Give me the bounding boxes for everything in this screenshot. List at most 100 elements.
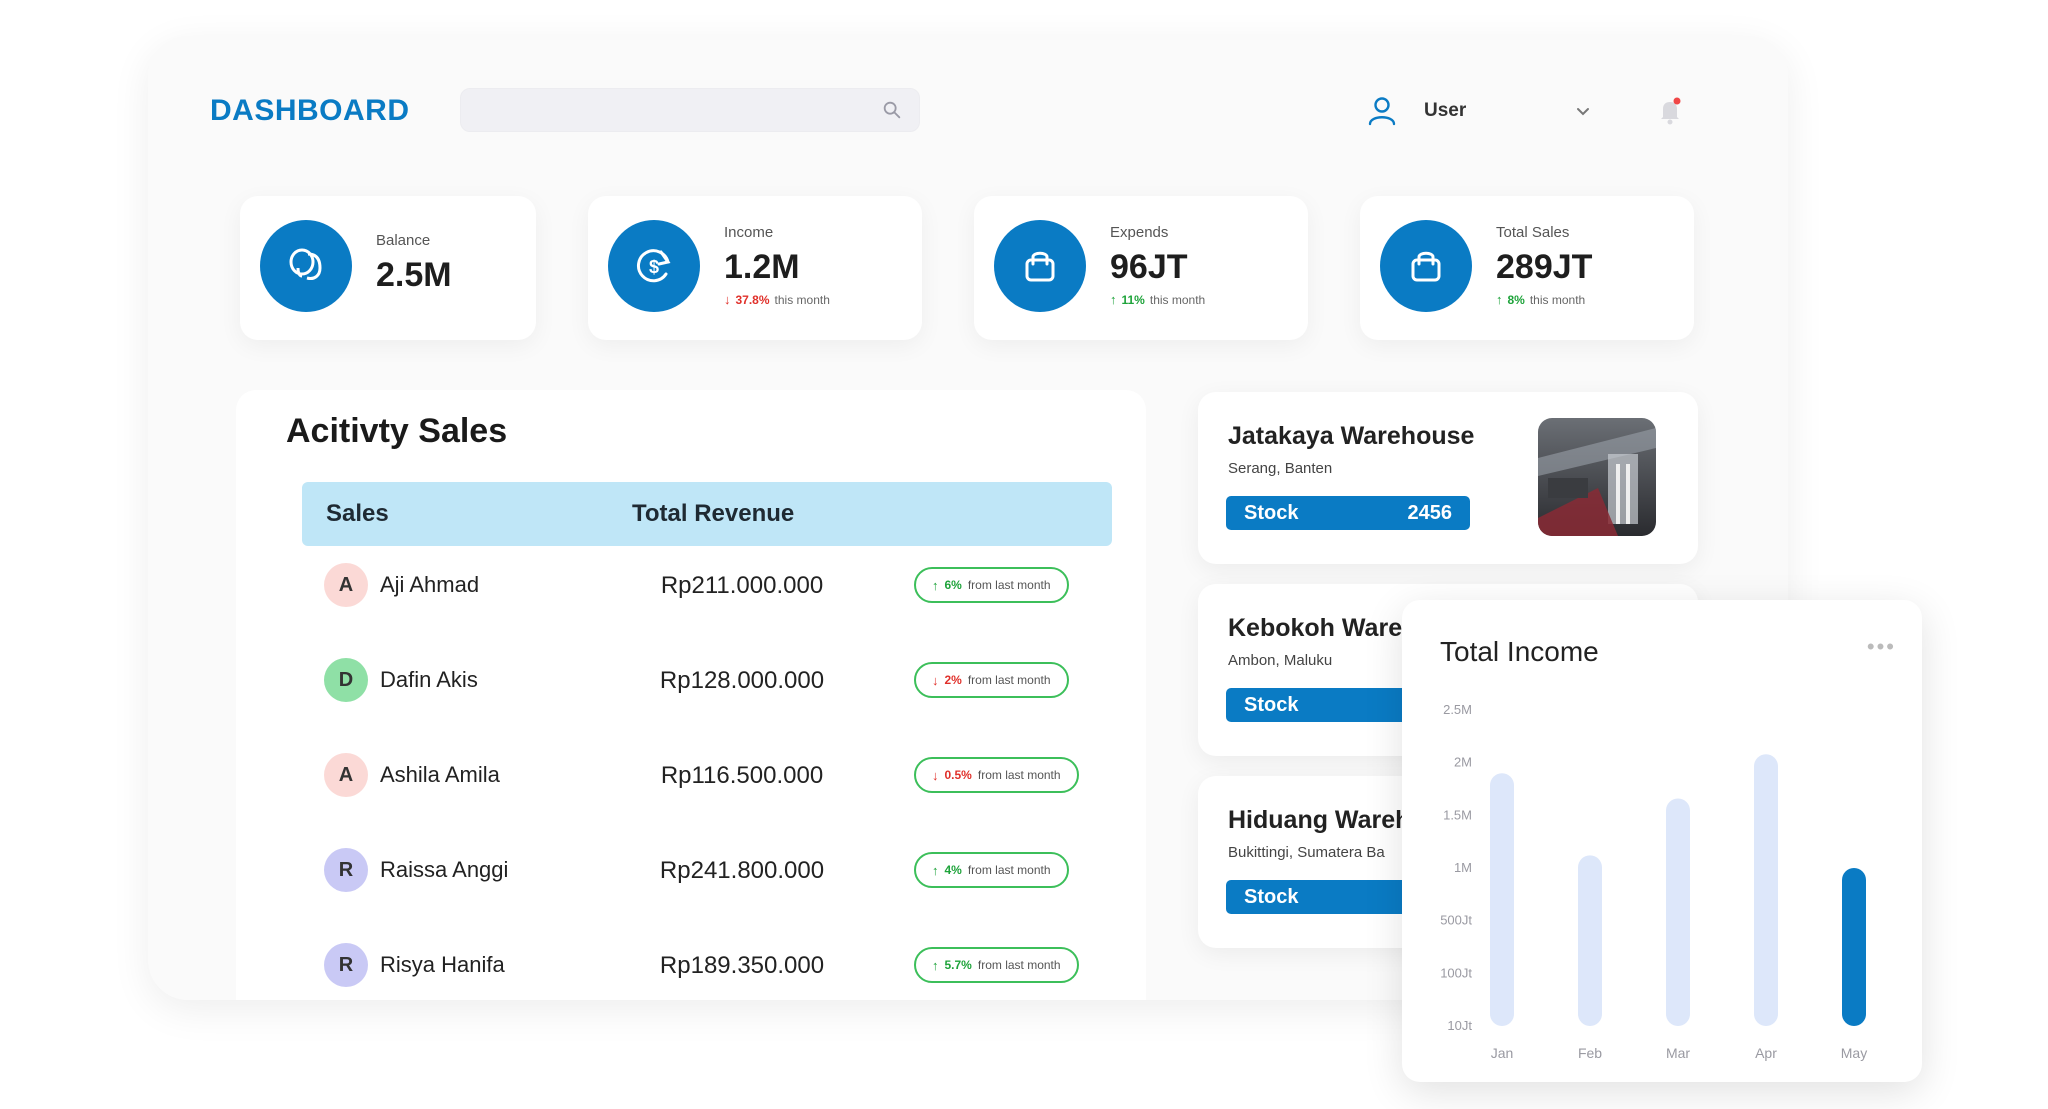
- table-row[interactable]: A Aji Ahmad Rp211.000.000 ↑ 6% from last m…: [302, 550, 1112, 620]
- search-input[interactable]: [461, 89, 861, 131]
- sales-name: Dafin Akis: [380, 667, 478, 692]
- bar-feb[interactable]: [1578, 855, 1602, 1026]
- change-badge: ↓ 2% from last month: [914, 662, 1069, 698]
- stat-icon-wrap: [994, 220, 1086, 312]
- search-icon[interactable]: [881, 99, 903, 121]
- revenue-value: Rp116.500.000: [660, 762, 824, 789]
- badge-pct: 6%: [944, 578, 962, 592]
- y-tick-label: 1.5M: [1443, 807, 1472, 822]
- stock-label: Stock: [1244, 693, 1299, 716]
- bar-jan[interactable]: [1490, 773, 1514, 1026]
- stat-change: ↑ 8% this month: [1496, 292, 1585, 307]
- stat-change-note: this month: [1149, 292, 1206, 307]
- bar-may[interactable]: [1842, 868, 1866, 1026]
- stat-value: 289JT: [1496, 248, 1593, 286]
- stat-change-pct: 37.8%: [735, 292, 770, 307]
- shopping-bag-icon: [1025, 251, 1055, 282]
- change-badge: ↓ 0.5% from last month: [914, 757, 1079, 793]
- badge-note: from last month: [967, 578, 1051, 592]
- y-tick-label: 2M: [1454, 755, 1472, 770]
- y-tick-label: 2.5M: [1443, 702, 1472, 717]
- badge-pct: 2%: [944, 673, 962, 687]
- activity-title: Acitivty Sales: [286, 412, 508, 450]
- warehouse-card[interactable]: Jatakaya Warehouse Serang, Banten Stock …: [1198, 392, 1698, 564]
- y-tick-label: 100Jt: [1440, 965, 1472, 980]
- stat-label: Income: [724, 224, 774, 241]
- stat-value: 2.5M: [376, 256, 452, 294]
- warehouse-name: Hiduang Wareh: [1228, 806, 1411, 834]
- change-badge: ↑ 5.7% from last month: [914, 947, 1079, 983]
- avatar: A: [324, 753, 368, 797]
- table-header: Sales Total Revenue: [302, 482, 1112, 546]
- dollar-refresh-icon: $: [636, 249, 671, 283]
- arrow-up-icon: ↑: [1110, 292, 1117, 307]
- warehouse-photo: [1538, 418, 1656, 536]
- sales-name: Raissa Anggi: [380, 857, 509, 882]
- shopping-bag-icon: [1411, 251, 1441, 282]
- arrow-up-icon: ↑: [1496, 292, 1503, 307]
- table-row[interactable]: R Risya Hanifa Rp189.350.000 ↑ 5.7% from l…: [302, 930, 1112, 1000]
- coins-icon: [289, 248, 322, 280]
- income-bar-chart: 2.5M 2M 1.5M 1M 500Jt 100Jt 10Jt Jan Feb Mar Apr Ma…: [1440, 702, 1867, 1061]
- table-row[interactable]: R Raissa Anggi Rp241.800.000 ↑ 4% from las…: [302, 835, 1112, 905]
- sales-name: Aji Ahmad: [380, 572, 480, 597]
- revenue-value: Rp211.000.000: [660, 572, 824, 599]
- stat-card-balance[interactable]: Balance 2.5M: [240, 196, 536, 340]
- more-options-icon[interactable]: •••: [1866, 634, 1896, 659]
- badge-pct: 5.7%: [944, 958, 972, 972]
- stat-card-total-sales[interactable]: Total Sales 289JT ↑ 8% this month: [1360, 196, 1694, 340]
- avatar: A: [324, 563, 368, 607]
- sales-name: Risya Hanifa: [380, 952, 505, 977]
- table-row[interactable]: D Dafin Akis Rp128.000.000 ↓ 2% from last …: [302, 645, 1112, 715]
- user-name: User: [1424, 100, 1467, 121]
- x-tick-label: May: [1841, 1045, 1867, 1061]
- x-tick-label: Jan: [1491, 1045, 1514, 1061]
- x-tick-label: Mar: [1666, 1045, 1690, 1061]
- table-row[interactable]: A Ashila Amila Rp116.500.000 ↓ 0.5% from l…: [302, 740, 1112, 810]
- arrow-down-icon: ↓: [932, 767, 939, 783]
- chevron-down-icon[interactable]: [1574, 102, 1592, 120]
- change-badge: ↑ 4% from last month: [914, 852, 1069, 888]
- badge-note: from last month: [977, 958, 1061, 972]
- revenue-value: Rp128.000.000: [659, 667, 825, 694]
- stat-label: Total Sales: [1496, 224, 1570, 241]
- arrow-down-icon: ↓: [932, 672, 939, 688]
- stat-card-income[interactable]: $ Income 1.2M ↓ 37.8% this month: [588, 196, 922, 340]
- badge-note: from last month: [967, 863, 1051, 877]
- user-icon: [1368, 97, 1396, 126]
- arrow-down-icon: ↓: [724, 292, 731, 307]
- stat-icon-wrap: [260, 220, 352, 312]
- user-menu[interactable]: User: [1364, 88, 1614, 134]
- y-tick-label: 1M: [1454, 860, 1472, 875]
- warehouse-name: Kebokoh Ware: [1228, 614, 1403, 642]
- x-tick-label: Feb: [1578, 1045, 1602, 1061]
- stock-button[interactable]: Stock 2456: [1226, 496, 1470, 530]
- warehouse-location: Bukittingi, Sumatera Ba: [1228, 844, 1385, 861]
- stat-change: ↑ 11% this month: [1110, 292, 1205, 307]
- stat-icon-wrap: $: [608, 220, 700, 312]
- y-tick-label: 500Jt: [1440, 913, 1472, 928]
- arrow-up-icon: ↑: [932, 957, 939, 973]
- total-income-card: Total Income ••• 2.5M 2M 1.5M 1M 500Jt 100Jt 1…: [1402, 600, 1922, 1082]
- bar-mar[interactable]: [1666, 798, 1690, 1026]
- badge-note: from last month: [977, 768, 1061, 782]
- bell-icon[interactable]: [1656, 96, 1684, 126]
- stat-change-note: this month: [1529, 292, 1586, 307]
- stock-label: Stock: [1244, 501, 1299, 524]
- search-bar[interactable]: [460, 88, 920, 132]
- column-header-revenue: Total Revenue: [632, 500, 795, 527]
- avatar: R: [324, 848, 368, 892]
- avatar: R: [324, 943, 368, 987]
- arrow-up-icon: ↑: [932, 577, 939, 593]
- stock-value: 2456: [1407, 501, 1453, 524]
- stat-card-expends[interactable]: Expends 96JT ↑ 11% this month: [974, 196, 1308, 340]
- warehouse-name: Jatakaya Warehouse: [1228, 422, 1475, 450]
- badge-note: from last month: [967, 673, 1051, 687]
- stock-label: Stock: [1244, 885, 1299, 908]
- stat-label: Balance: [376, 232, 431, 249]
- stat-icon-wrap: [1380, 220, 1472, 312]
- stat-value: 1.2M: [724, 248, 800, 286]
- column-header-sales: Sales: [326, 500, 389, 527]
- stat-label: Expends: [1110, 224, 1169, 241]
- bar-apr[interactable]: [1754, 754, 1778, 1026]
